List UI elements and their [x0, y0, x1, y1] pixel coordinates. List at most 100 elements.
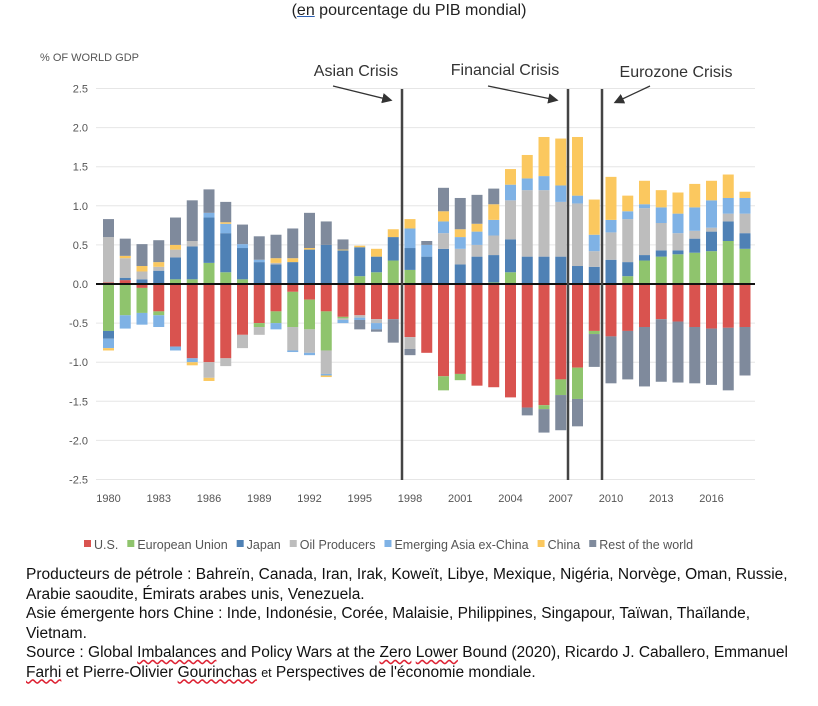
bar-segment — [170, 284, 181, 347]
bar-stack-1988 — [237, 224, 248, 349]
bar-segment — [722, 174, 734, 198]
source-text: Bound (2020), Ricardo J. Caballero, Emma… — [457, 644, 788, 661]
note-source: Source : Global Imbalances and Policy Wa… — [26, 643, 806, 683]
bar-segment — [287, 327, 299, 351]
bar-segment — [270, 311, 282, 324]
bar-segment — [354, 247, 366, 277]
bar-segment — [320, 284, 332, 312]
bar-segment — [706, 231, 717, 252]
bar-segment — [153, 262, 165, 267]
bar-segment — [153, 266, 165, 271]
bar-segment — [371, 284, 382, 320]
bar-segment — [253, 327, 265, 335]
bar-segment — [136, 312, 148, 325]
bar-segment — [605, 259, 617, 284]
bar-segment — [488, 235, 500, 256]
bar-segment — [605, 176, 617, 220]
bar-stack-1986 — [203, 189, 215, 381]
bar-segment — [337, 284, 349, 317]
legend-item: Japan — [236, 538, 281, 552]
legend-swatch — [537, 540, 545, 547]
bar-segment — [471, 284, 483, 386]
note-emerging-asia: Asie émergente hors Chine : Inde, Indoné… — [26, 605, 751, 642]
bar-segment — [170, 249, 181, 258]
bar-segment — [354, 317, 366, 320]
legend-label: European Union — [137, 538, 227, 552]
x-tick-label: 1998 — [398, 493, 422, 505]
bar-segment — [622, 211, 634, 220]
bar-stack-1992 — [304, 212, 315, 356]
bar-segment — [253, 259, 265, 263]
bar-segment — [622, 284, 634, 331]
bar-segment — [521, 256, 533, 284]
bar-segment — [203, 377, 215, 381]
bar-segment — [421, 244, 433, 257]
bar-segment — [672, 250, 684, 255]
bar-segment — [672, 233, 684, 251]
bar-stack-2011 — [622, 195, 634, 380]
bar-segment — [304, 284, 315, 300]
bar-stack-2010 — [605, 176, 617, 384]
bar-stack-1985 — [186, 200, 198, 366]
bar-segment — [639, 255, 650, 261]
bar-segment — [220, 222, 232, 224]
bar-segment — [521, 154, 533, 179]
bar-segment — [706, 251, 717, 284]
bar-segment — [454, 237, 466, 249]
bar-segment — [354, 284, 366, 316]
bar-segment — [119, 255, 131, 259]
bar-segment — [186, 358, 198, 363]
bar-segment — [103, 338, 114, 349]
bar-segment — [103, 219, 114, 238]
x-tick-label: 2010 — [599, 493, 623, 505]
bar-segment — [136, 244, 148, 267]
bar-segment — [555, 284, 567, 380]
bar-segment — [555, 138, 567, 186]
bar-segment — [304, 329, 315, 353]
bar-segment — [622, 276, 634, 284]
y-tick-label: 1.5 — [73, 162, 88, 174]
legend-swatch — [236, 540, 244, 547]
bar-segment — [220, 223, 232, 234]
bar-segment — [471, 223, 483, 232]
bar-segment — [337, 250, 349, 284]
bar-segment — [622, 195, 634, 212]
arrow-icon — [487, 85, 559, 104]
bar-segment — [605, 219, 617, 233]
bar-segment — [722, 327, 734, 391]
bar-segment — [739, 191, 751, 198]
bar-segment — [655, 190, 667, 208]
legend-label: Emerging Asia ex-China — [394, 538, 528, 552]
bar-segment — [588, 330, 600, 335]
bar-segment — [538, 256, 550, 284]
crisis-annotations: Asian Crisis Financial Crisis Eurozone Cri… — [314, 62, 732, 480]
bar-segment — [655, 284, 667, 320]
bar-segment — [672, 284, 684, 322]
bar-segment — [454, 264, 466, 284]
bar-segment — [404, 219, 416, 229]
y-tick-label: -1.0 — [69, 357, 88, 369]
bar-stack-2007 — [555, 138, 567, 431]
bar-segment — [404, 228, 416, 249]
y-axis-ticks: 2.5 2.0 1.5 1.0 0.5 0.0 -0.5 -1.0 -1.5 -2.0 -2.5 — [69, 84, 88, 487]
bar-segment — [186, 362, 198, 366]
legend-item: Emerging Asia ex-China — [384, 538, 529, 552]
bar-segment — [538, 176, 550, 191]
bar-segment — [438, 284, 449, 377]
bars — [103, 136, 751, 433]
legend-swatch — [84, 540, 91, 547]
bar-segment — [572, 266, 583, 284]
bar-segment — [320, 221, 332, 245]
bar-segment — [304, 249, 315, 284]
bar-segment — [722, 221, 734, 241]
bar-stack-2015 — [689, 183, 701, 384]
legend-label: U.S. — [94, 538, 118, 552]
bar-segment — [170, 244, 181, 250]
bar-segment — [454, 197, 466, 230]
bar-segment — [203, 189, 215, 213]
bar-stack-2000 — [438, 187, 449, 391]
y-tick-label: -0.5 — [69, 318, 88, 330]
bar-segment — [237, 224, 248, 245]
bar-segment — [555, 256, 567, 284]
bar-stack-1996 — [371, 248, 382, 332]
